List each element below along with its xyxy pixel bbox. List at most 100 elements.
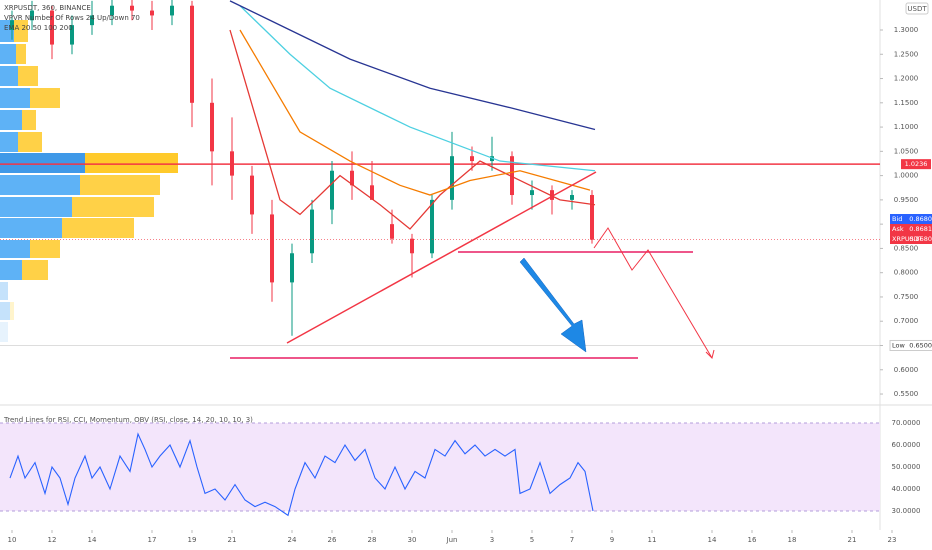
x-tick-label: 5 [530, 536, 534, 544]
candle-body [150, 10, 154, 16]
x-tick-label: 9 [610, 536, 614, 544]
trend-line [286, 171, 597, 344]
vp-bar [0, 44, 16, 64]
rsi-tick-label: 40.0000 [892, 485, 921, 493]
vp-bar [30, 88, 60, 108]
volume-profile [0, 20, 178, 342]
ema-line [239, 29, 591, 196]
vp-bar [0, 218, 62, 238]
vp-bar [18, 66, 38, 86]
x-tick-label: 16 [748, 536, 757, 544]
candle-body [510, 156, 514, 196]
vp-bar [0, 197, 72, 217]
vp-bar [0, 110, 22, 130]
vp-bar [0, 322, 8, 342]
x-tick-label: 14 [88, 536, 97, 544]
legend-item: XRPUSDT, 360, BINANCE [4, 4, 91, 12]
vp-bar [72, 197, 154, 217]
x-tick-label: 14 [708, 536, 717, 544]
candle-body [470, 156, 474, 162]
vp-bar [0, 175, 80, 195]
vp-bar [0, 260, 22, 280]
candle-body [390, 224, 394, 239]
y-tick-label: 1.3000 [894, 26, 919, 34]
y-tick-label: 1.1000 [894, 123, 919, 131]
candle-body [230, 151, 234, 176]
legend-item: EMA 20 50 100 200 [4, 24, 73, 32]
vp-bar [0, 88, 30, 108]
candle-body [50, 10, 54, 45]
rsi-tick-label: 30.0000 [892, 507, 921, 515]
vp-bar [22, 110, 36, 130]
vp-bar [0, 302, 10, 320]
x-tick-label: 11 [648, 536, 657, 544]
price-tag-label: 0.8680 [909, 235, 932, 243]
vp-bar [0, 240, 30, 258]
x-tick-label: 23 [888, 536, 897, 544]
x-tick-label: 26 [328, 536, 337, 544]
candle-body [350, 170, 354, 186]
x-tick-label: 18 [788, 536, 797, 544]
drawings [230, 171, 715, 359]
price-tag [890, 234, 932, 244]
ema-line [239, 5, 596, 172]
y-tick-label: 0.6000 [894, 366, 919, 374]
candle-body [370, 185, 374, 200]
projection-arrow [705, 349, 715, 359]
y-tick-label: 1.2500 [894, 50, 919, 58]
candle-body [190, 5, 194, 103]
vp-bar [18, 132, 42, 152]
candle-body [410, 238, 414, 254]
price-tag-name: Low [892, 341, 905, 349]
legend-item: VPVR Number Of Rows 24 Up/Down 70 [4, 14, 140, 22]
ema-line [229, 29, 596, 230]
candle-body [270, 214, 274, 283]
x-tick-label: 3 [490, 536, 494, 544]
y-tick-label: 0.5500 [894, 390, 919, 398]
ema-line [229, 0, 596, 131]
candle-body [10, 20, 14, 30]
blue-arrow [519, 257, 587, 353]
y-tick-label: 1.1500 [894, 99, 919, 107]
price-tag-name: XRPUSDT [892, 235, 923, 243]
candle-body [310, 209, 314, 254]
y-tick-label: 0.8500 [894, 244, 919, 252]
vp-bar [10, 302, 14, 320]
x-tick-label: 17 [148, 536, 157, 544]
x-tick-label: 28 [368, 536, 377, 544]
candle-body [70, 25, 74, 45]
candle-body [110, 5, 114, 16]
x-tick-label: 21 [228, 536, 237, 544]
price-tag [890, 214, 932, 224]
x-tick-label: Jun [446, 536, 458, 544]
y-tick-label: 1.0000 [894, 172, 919, 180]
y-tick-label: 0.7000 [894, 317, 919, 325]
x-tick-label: 21 [848, 536, 857, 544]
candle-body [30, 10, 34, 21]
projection [593, 227, 713, 359]
price-tag [889, 339, 932, 351]
candle-body [550, 190, 554, 200]
rsi-title: Trend Lines for RSI, CCI, Momentum, OBV … [3, 416, 253, 424]
candle-body [450, 156, 454, 200]
candle-body [290, 253, 294, 283]
x-tick-label: 7 [570, 536, 574, 544]
rsi-line [9, 432, 594, 517]
vp-bar [16, 44, 26, 64]
vp-bar [85, 153, 178, 173]
rsi-tick-label: 50.0000 [892, 463, 921, 471]
level-tag-label: 1.0236 [905, 160, 928, 168]
rsi-band [0, 423, 880, 511]
candle-body [170, 5, 174, 16]
currency-box [905, 2, 929, 15]
vp-bar [0, 66, 18, 86]
candle-body [570, 195, 574, 200]
vp-bar [30, 240, 60, 258]
price-tag-label: 0.8681 [909, 225, 932, 233]
y-tick-label: 0.9500 [894, 196, 919, 204]
candle-body [590, 195, 594, 240]
rsi-tick-label: 60.0000 [892, 441, 921, 449]
